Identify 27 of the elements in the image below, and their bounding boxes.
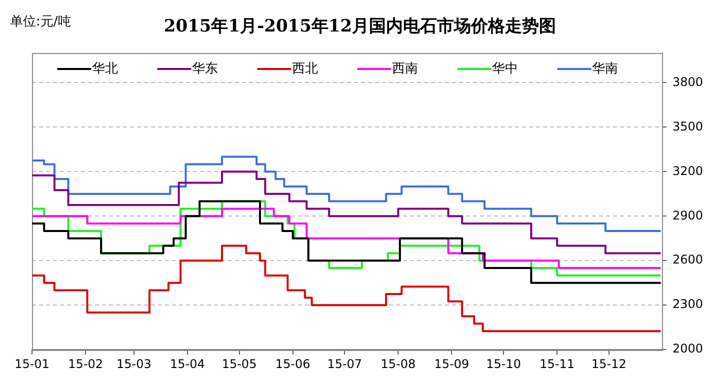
- x-tick-label: 15-06: [275, 356, 310, 371]
- y-tick-label: 3200: [672, 164, 704, 178]
- y-tick-label: 2300: [672, 297, 704, 312]
- x-tick-label: 15-11: [540, 356, 575, 371]
- legend-label: 华东: [192, 61, 218, 76]
- legend-label: 西北: [292, 61, 318, 76]
- x-tick-label: 15-03: [116, 356, 152, 371]
- x-tick-label: 15-01: [14, 356, 50, 371]
- legend-label: 华北: [92, 61, 118, 76]
- x-tick-label: 15-09: [434, 356, 470, 371]
- x-tick-label: 15-10: [486, 356, 521, 371]
- y-tick-label: 2900: [672, 208, 704, 222]
- legend-label: 西南: [392, 61, 418, 76]
- x-tick-label: 15-07: [327, 356, 362, 371]
- y-tick-label: 3500: [672, 119, 704, 134]
- x-tick-label: 15-04: [170, 356, 205, 371]
- legend-label: 华南: [592, 61, 618, 76]
- y-tick-label: 2000: [672, 342, 704, 356]
- x-tick-label: 15-02: [68, 356, 103, 371]
- text: 单位:元/吨: [10, 14, 71, 30]
- chart-title: 2015年1月-2015年12月国内电石市场价格走势图: [164, 16, 556, 36]
- x-tick-label: 15-12: [591, 356, 626, 371]
- legend-label: 华中: [492, 61, 518, 76]
- x-tick-label: 15-08: [380, 356, 416, 371]
- y-tick-label: 3800: [672, 74, 704, 89]
- x-tick-label: 15-05: [222, 356, 257, 371]
- y-tick-label: 2600: [672, 252, 704, 267]
